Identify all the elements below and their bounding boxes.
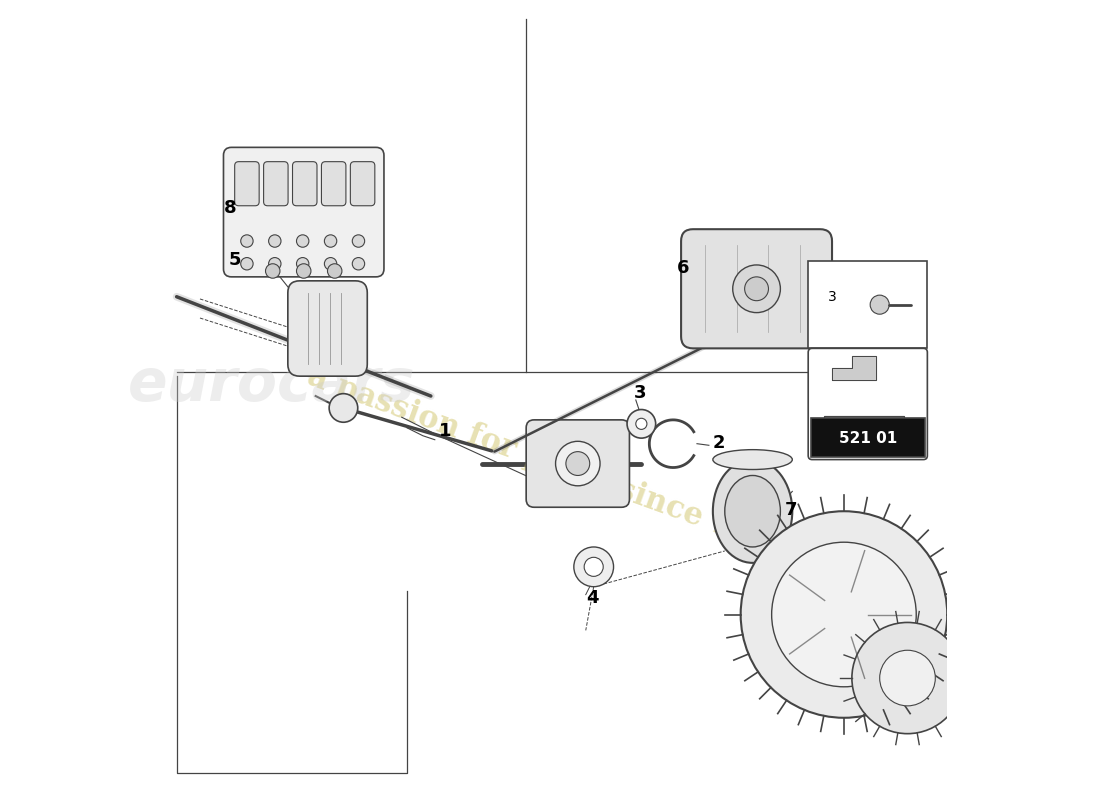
Circle shape — [268, 235, 280, 247]
Circle shape — [740, 511, 947, 718]
Circle shape — [328, 264, 342, 278]
Circle shape — [851, 622, 964, 734]
FancyBboxPatch shape — [321, 162, 345, 206]
Circle shape — [297, 264, 311, 278]
Ellipse shape — [725, 475, 780, 547]
FancyBboxPatch shape — [293, 162, 317, 206]
Circle shape — [584, 558, 603, 576]
Circle shape — [870, 295, 889, 314]
FancyBboxPatch shape — [808, 348, 927, 459]
Circle shape — [574, 547, 614, 586]
Circle shape — [733, 265, 780, 313]
Ellipse shape — [713, 459, 792, 563]
Circle shape — [297, 258, 309, 270]
FancyBboxPatch shape — [811, 418, 925, 457]
Circle shape — [772, 542, 916, 686]
Text: 521 01: 521 01 — [838, 430, 896, 446]
Text: 5: 5 — [229, 251, 241, 269]
Text: 3: 3 — [827, 290, 836, 304]
Circle shape — [265, 264, 280, 278]
FancyBboxPatch shape — [808, 261, 927, 348]
FancyBboxPatch shape — [681, 229, 832, 348]
Text: 6: 6 — [678, 259, 690, 277]
Circle shape — [745, 277, 769, 301]
Text: 4: 4 — [586, 589, 598, 606]
Text: 7: 7 — [784, 501, 796, 519]
Circle shape — [880, 650, 935, 706]
Text: eurocars: eurocars — [129, 356, 416, 413]
Circle shape — [297, 235, 309, 247]
Polygon shape — [824, 416, 903, 432]
Circle shape — [241, 235, 253, 247]
Text: 3: 3 — [634, 384, 646, 402]
Circle shape — [241, 258, 253, 270]
FancyBboxPatch shape — [351, 162, 375, 206]
FancyBboxPatch shape — [234, 162, 260, 206]
Circle shape — [636, 418, 647, 430]
FancyBboxPatch shape — [288, 281, 367, 376]
FancyBboxPatch shape — [264, 162, 288, 206]
Text: a passion for parts since 1962: a passion for parts since 1962 — [304, 361, 796, 566]
Circle shape — [627, 410, 656, 438]
Circle shape — [324, 258, 337, 270]
Text: 8: 8 — [224, 199, 236, 218]
Text: 1: 1 — [439, 422, 451, 440]
FancyBboxPatch shape — [526, 420, 629, 507]
Circle shape — [352, 258, 365, 270]
Circle shape — [352, 235, 365, 247]
Polygon shape — [832, 356, 876, 380]
Ellipse shape — [713, 450, 792, 470]
Circle shape — [329, 394, 358, 422]
Circle shape — [324, 235, 337, 247]
FancyBboxPatch shape — [223, 147, 384, 277]
Text: 2: 2 — [713, 434, 725, 452]
Circle shape — [565, 452, 590, 475]
Circle shape — [556, 442, 601, 486]
Circle shape — [268, 258, 280, 270]
